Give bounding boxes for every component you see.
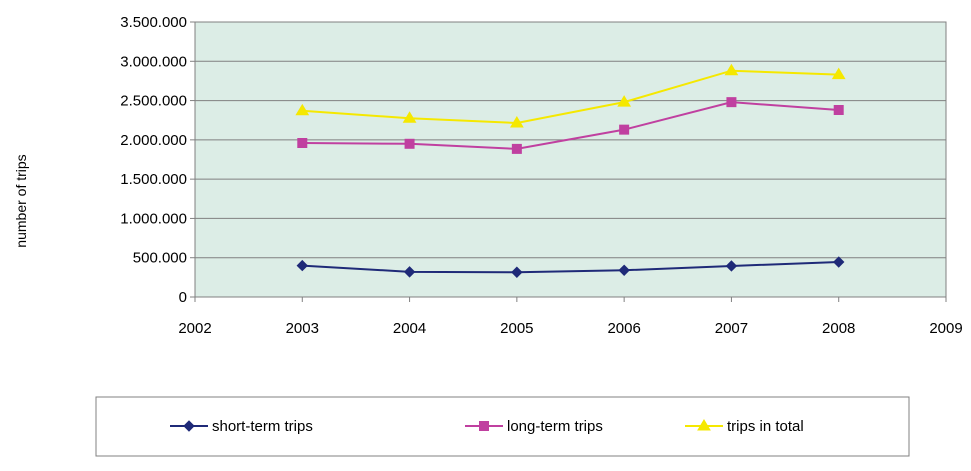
y-tick-label: 2.000.000 — [120, 132, 187, 149]
series-line — [302, 69, 839, 124]
legend-marker — [183, 420, 195, 432]
legend-item: short-term trips — [170, 418, 313, 435]
series-line — [302, 101, 839, 150]
y-tick-label: 2.500.000 — [120, 93, 187, 110]
x-tick-label: 2004 — [393, 320, 426, 337]
y-tick-label: 3.000.000 — [120, 53, 187, 70]
data-point — [403, 266, 416, 278]
series-short-term-trips — [296, 256, 845, 278]
legend-label: long-term trips — [507, 418, 603, 435]
x-tick-label: 2002 — [178, 320, 211, 337]
x-axis-ticks: 2002 2003 2004 2005 2006 2007 2008 2009 — [178, 297, 963, 337]
data-point — [833, 105, 844, 115]
data-point — [618, 264, 630, 276]
data-point — [619, 124, 630, 135]
plot-area — [194, 21, 947, 298]
y-axis-label: number of trips — [13, 154, 29, 247]
x-tick-label: 2005 — [500, 320, 533, 337]
legend-item: trips in total — [685, 418, 804, 435]
legend: short-term trips long-term trips trips in … — [95, 396, 910, 457]
x-tick-label: 2006 — [607, 320, 640, 337]
data-point — [295, 103, 310, 116]
data-point — [725, 260, 738, 272]
y-tick-label: 3.500.000 — [120, 14, 187, 31]
legend-marker — [697, 419, 711, 431]
data-point — [726, 97, 737, 108]
x-tick-label: 2007 — [715, 320, 748, 337]
data-point — [617, 95, 632, 107]
legend-label: trips in total — [727, 418, 804, 435]
data-point — [511, 266, 523, 278]
legend-marker — [479, 421, 489, 431]
y-tick-label: 1.000.000 — [120, 210, 187, 227]
y-axis-ticks: 0 500.000 1.000.000 1.500.000 2.000.000 2.500… — [120, 14, 195, 306]
data-point — [297, 138, 308, 148]
y-tick-label: 1.500.000 — [120, 171, 187, 188]
data-point — [511, 143, 522, 154]
series-line — [302, 261, 839, 274]
data-point — [724, 63, 739, 76]
x-tick-label: 2009 — [929, 320, 962, 337]
data-point — [402, 111, 417, 123]
x-tick-label: 2003 — [286, 320, 319, 337]
legend-label: short-term trips — [212, 418, 313, 435]
y-tick-label: 0 — [179, 289, 187, 306]
series-trips-in-total — [295, 63, 846, 128]
data-point — [831, 67, 846, 80]
data-point — [296, 259, 308, 272]
series-long-term-trips — [297, 97, 844, 154]
data-point — [404, 138, 415, 149]
data-point — [509, 115, 524, 128]
gridlines — [195, 60, 946, 259]
legend-item: long-term trips — [465, 418, 603, 435]
data-series — [295, 63, 846, 278]
y-tick-label: 500.000 — [133, 250, 187, 267]
x-tick-label: 2008 — [822, 320, 855, 337]
data-point — [833, 256, 845, 268]
